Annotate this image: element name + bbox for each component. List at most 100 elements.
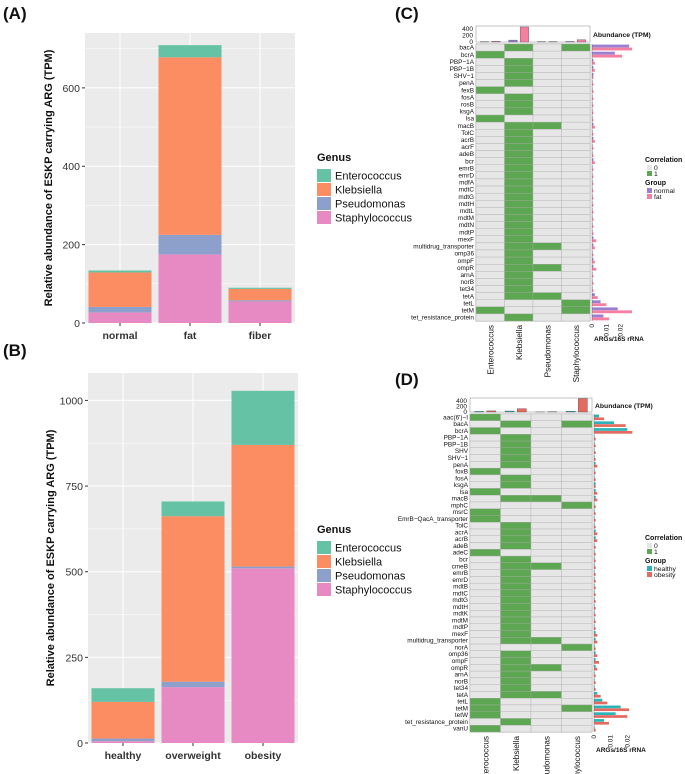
heatmap-col-label: Staphylococcus xyxy=(572,325,581,382)
heatmap-cell xyxy=(532,121,562,130)
side-bar-title: ARGs/16S rRNA xyxy=(594,336,644,343)
heatmap-row-label: mdtK xyxy=(453,611,469,618)
heatmap-cell xyxy=(504,86,534,94)
side-ratio-bar xyxy=(594,586,596,590)
side-bar-tick: 0 xyxy=(591,735,598,739)
side-ratio-bar xyxy=(594,654,598,657)
bar-segment-enterococcus xyxy=(158,45,222,58)
heatmap-cell xyxy=(532,136,562,144)
heatmap-cell xyxy=(561,576,593,584)
top-abundance-bar xyxy=(491,41,501,43)
heatmap-cell xyxy=(561,582,593,591)
legend-title: Genus xyxy=(317,524,351,536)
heatmap-cell xyxy=(532,107,562,116)
top-bar-tick: 0 xyxy=(463,409,467,416)
heatmap-cell xyxy=(561,427,593,435)
side-ratio-bar xyxy=(594,606,596,610)
side-ratio-bar xyxy=(592,168,594,172)
heatmap-cell xyxy=(475,264,505,272)
heatmap-row-label: bcr xyxy=(465,158,475,165)
bar-segment-pseudomonas xyxy=(88,306,152,313)
heatmap-row-label: norB xyxy=(461,279,475,286)
heatmap-cell xyxy=(530,684,562,692)
bar-segment-pseudomonas xyxy=(228,300,292,302)
side-ratio-bar xyxy=(592,90,594,94)
heatmap-cell xyxy=(530,495,562,503)
heatmap-row-label: mdtH xyxy=(459,201,475,208)
heatmap-cell xyxy=(532,256,562,265)
side-ratio-bar xyxy=(594,475,595,479)
top-bar-title: Abundance (TPM) xyxy=(595,403,653,410)
heatmap-cell xyxy=(475,242,505,251)
side-ratio-bar xyxy=(594,573,596,576)
heatmap-cell xyxy=(475,313,505,322)
heatmap-cell xyxy=(469,623,501,631)
legend-label-group: obesity xyxy=(654,572,676,579)
legend-swatch-group xyxy=(647,188,652,193)
heatmap-cell xyxy=(530,555,562,564)
panel-label-a: (A) xyxy=(3,4,27,23)
heatmap-cell xyxy=(530,630,562,638)
side-ratio-bar xyxy=(594,421,614,425)
heatmap-cell xyxy=(530,535,562,543)
heatmap-row-label: PBP−1A xyxy=(444,435,469,442)
heatmap-cell xyxy=(561,228,591,236)
bar-segment-staphylococcus xyxy=(158,254,222,323)
chart-d-heatmap: aac(6')−IbacAbcrAPBP−1APBP−1BSHVSHV−1pen… xyxy=(398,397,682,774)
heatmap-row-label: mdtG xyxy=(452,597,468,604)
side-ratio-bar xyxy=(592,161,595,165)
heatmap-cell xyxy=(469,569,501,577)
side-ratio-bar xyxy=(594,624,595,628)
side-ratio-bar xyxy=(594,698,603,702)
heatmap-cell xyxy=(500,447,532,455)
heatmap-cell xyxy=(469,535,501,543)
side-ratio-bar xyxy=(594,512,596,515)
heatmap-col-label: Pseudomonas xyxy=(543,325,552,377)
heatmap-cell xyxy=(532,150,562,158)
heatmap-cell xyxy=(504,79,534,87)
side-ratio-bar xyxy=(592,58,594,62)
heatmap-cell xyxy=(530,623,562,631)
side-ratio-bar xyxy=(594,694,601,698)
side-ratio-bar xyxy=(594,471,596,475)
side-ratio-bar xyxy=(594,516,595,519)
side-ratio-bar xyxy=(594,674,596,678)
side-ratio-bar xyxy=(594,651,596,655)
heatmap-cell xyxy=(475,214,505,222)
heatmap-cell xyxy=(532,271,562,279)
heatmap-cell xyxy=(561,434,593,442)
heatmap-cell xyxy=(500,495,532,503)
heatmap-cell xyxy=(469,481,501,489)
heatmap-cell xyxy=(504,65,534,73)
heatmap-cell xyxy=(500,637,532,645)
heatmap-cell xyxy=(504,221,534,229)
heatmap-cell xyxy=(500,582,532,591)
heatmap-cell xyxy=(475,192,505,201)
heatmap-row-label: bcrA xyxy=(455,428,469,435)
side-ratio-bar xyxy=(594,495,596,499)
heatmap-cell xyxy=(561,43,591,52)
chart-b-stacked-bar: 0 250 500 750 1000 healthy overweight obesity Re… xyxy=(45,373,413,762)
side-ratio-bar xyxy=(594,570,595,573)
heatmap-row-label: mdtC xyxy=(453,590,469,597)
heatmap-cell xyxy=(469,515,501,523)
heatmap-cell xyxy=(504,299,534,307)
bar-segment-staphylococcus xyxy=(228,301,292,323)
heatmap-cell xyxy=(500,643,532,651)
side-ratio-bar xyxy=(592,317,610,321)
heatmap-cell xyxy=(504,292,534,300)
heatmap-row-label: ompR xyxy=(451,665,468,672)
side-ratio-bar xyxy=(594,678,595,682)
heatmap-cell xyxy=(532,86,562,94)
heatmap-cell xyxy=(530,515,562,523)
heatmap-row-label: omp36 xyxy=(448,651,468,658)
heatmap-cell xyxy=(561,79,591,87)
heatmap-cell xyxy=(561,136,591,144)
heatmap-col-label: Enterococcus xyxy=(481,736,490,774)
y-tick-label: 1000 xyxy=(60,395,84,407)
top-abundance-bar xyxy=(578,398,588,413)
side-ratio-bar xyxy=(594,692,598,695)
heatmap-cell xyxy=(504,185,534,194)
heatmap-cell xyxy=(500,427,532,435)
heatmap-cell xyxy=(500,576,532,584)
